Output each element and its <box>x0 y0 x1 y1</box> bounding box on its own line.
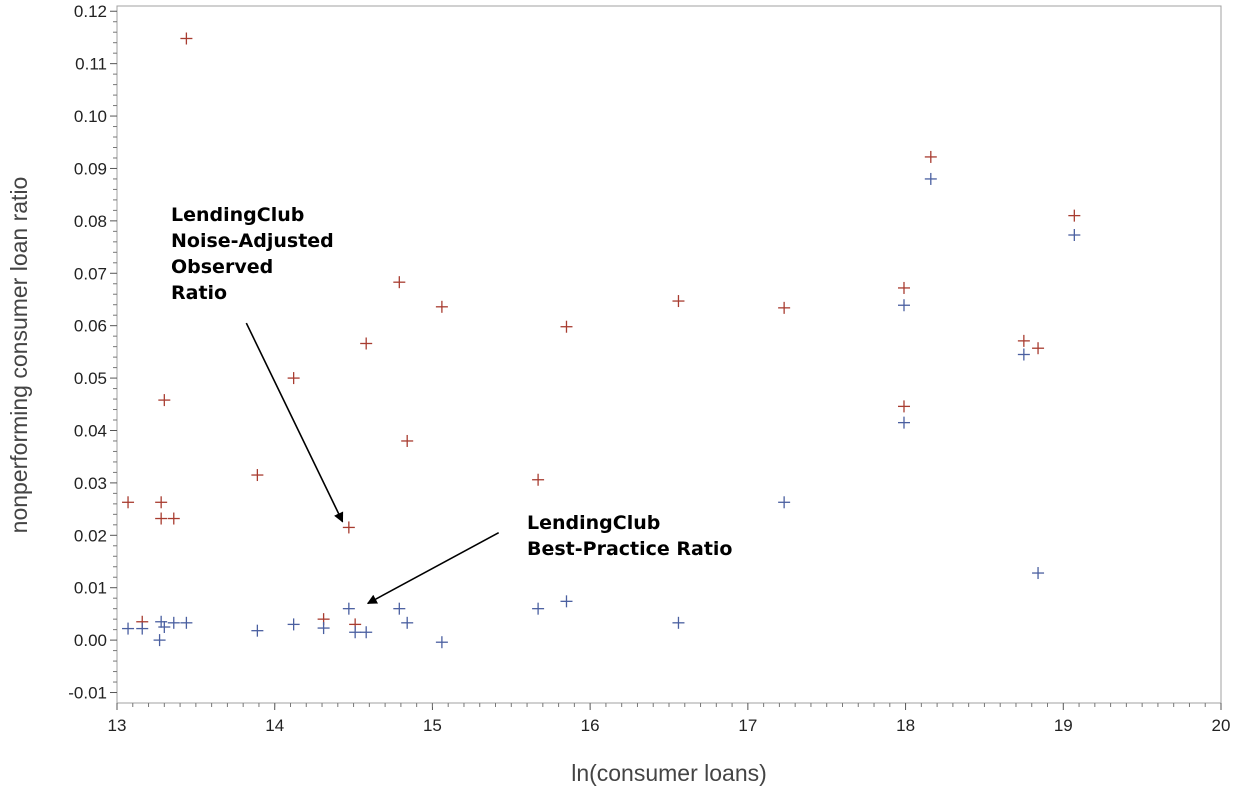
x-tick-label: 14 <box>265 716 284 735</box>
scatter-point <box>1017 348 1030 361</box>
scatter-point <box>435 636 448 649</box>
scatter-point <box>393 602 406 615</box>
scatter-point <box>167 512 180 525</box>
x-tick-label: 15 <box>423 716 442 735</box>
scatter-point <box>122 622 135 635</box>
scatter-point <box>251 469 264 482</box>
y-tick-label: -0.01 <box>68 684 107 703</box>
x-tick-label: 20 <box>1212 716 1231 735</box>
annotation-text: LendingClub <box>527 512 660 534</box>
scatter-point <box>778 301 791 314</box>
y-tick-label: 0.12 <box>74 2 107 21</box>
scatter-point <box>672 295 685 308</box>
scatter-point <box>158 621 171 634</box>
annotation-text: Observed <box>171 256 273 278</box>
y-tick-label: 0.11 <box>75 55 107 74</box>
y-tick-label: 0.10 <box>74 107 107 126</box>
scatter-point <box>342 521 355 534</box>
plot-frame <box>116 5 1222 704</box>
scatter-point <box>1032 342 1045 355</box>
annotation-text: Ratio <box>171 282 227 304</box>
y-tick-label: 0.09 <box>74 159 107 178</box>
x-tick-label: 18 <box>896 716 915 735</box>
scatter-point <box>251 624 264 637</box>
y-tick-label: 0.04 <box>74 421 107 440</box>
scatter-point <box>897 299 910 312</box>
scatter-point <box>136 622 149 635</box>
scatter-point <box>317 622 330 635</box>
scatter-point <box>155 512 168 525</box>
annotation-text: Best-Practice Ratio <box>527 538 732 560</box>
x-tick-label: 13 <box>108 716 127 735</box>
x-tick-label: 19 <box>1054 716 1073 735</box>
scatter-point <box>342 602 355 615</box>
scatter-point <box>180 32 193 45</box>
scatter-point <box>180 616 193 629</box>
scatter-point <box>167 616 180 629</box>
scatter-point <box>158 394 171 407</box>
scatter-point <box>897 281 910 294</box>
scatter-point <box>1032 567 1045 580</box>
y-tick-label: 0.07 <box>74 264 107 283</box>
annotation-text: LendingClub <box>171 204 304 226</box>
y-tick-label: 0.02 <box>74 526 107 545</box>
x-tick-label: 17 <box>738 716 757 735</box>
scatter-point <box>560 320 573 333</box>
scatter-point <box>360 337 373 350</box>
scatter-point <box>924 150 937 163</box>
scatter-point <box>435 300 448 313</box>
annotation-1: LendingClub Noise-Adjusted Observed Ratio <box>171 204 344 523</box>
scatter-point <box>1068 229 1081 242</box>
scatter-point <box>122 496 135 509</box>
scatter-point <box>349 626 362 639</box>
y-tick-label: 0.00 <box>74 631 107 650</box>
y-tick-label: 0.03 <box>74 474 107 493</box>
scatter-point <box>155 615 168 628</box>
scatter-point <box>360 626 373 639</box>
annotation-arrow <box>366 531 500 605</box>
annotation-arrow <box>245 322 344 523</box>
scatter-point <box>532 473 545 486</box>
scatter-point <box>1068 209 1081 222</box>
scatter-point <box>897 416 910 429</box>
scatter-point <box>287 618 300 631</box>
annotation-2: LendingClub Best-Practice Ratio <box>366 512 732 605</box>
annotations: LendingClubNoise-AdjustedObservedRatioLe… <box>171 204 732 605</box>
scatter-point <box>401 616 414 629</box>
axis-ticks: 13 14 15 16 17 18 19 20 -0.01 0.00 0.01 0.02 0.03 0.0… <box>68 2 1230 735</box>
scatter-point <box>778 496 791 509</box>
x-tick-label: 16 <box>581 716 600 735</box>
scatter-point <box>153 634 166 647</box>
x-axis-label: ln(consumer loans) <box>571 760 767 786</box>
y-tick-label: 0.01 <box>74 579 107 598</box>
scatter-point <box>401 434 414 447</box>
scatter-point <box>672 616 685 629</box>
y-tick-label: 0.05 <box>74 369 107 388</box>
y-tick-label: 0.06 <box>74 317 107 336</box>
scatter-point <box>897 400 910 413</box>
y-axis-label: nonperforming consumer loan ratio <box>6 177 32 534</box>
scatter-point <box>393 276 406 289</box>
scatter-point <box>287 372 300 385</box>
scatter-point <box>1017 334 1030 347</box>
annotation-text: Noise-Adjusted <box>171 230 334 252</box>
y-tick-label: 0.08 <box>74 212 107 231</box>
scatter-point <box>924 172 937 185</box>
scatter-point <box>532 602 545 615</box>
scatter-point <box>560 595 573 608</box>
scatter-point <box>155 496 168 509</box>
data-points <box>122 32 1081 649</box>
